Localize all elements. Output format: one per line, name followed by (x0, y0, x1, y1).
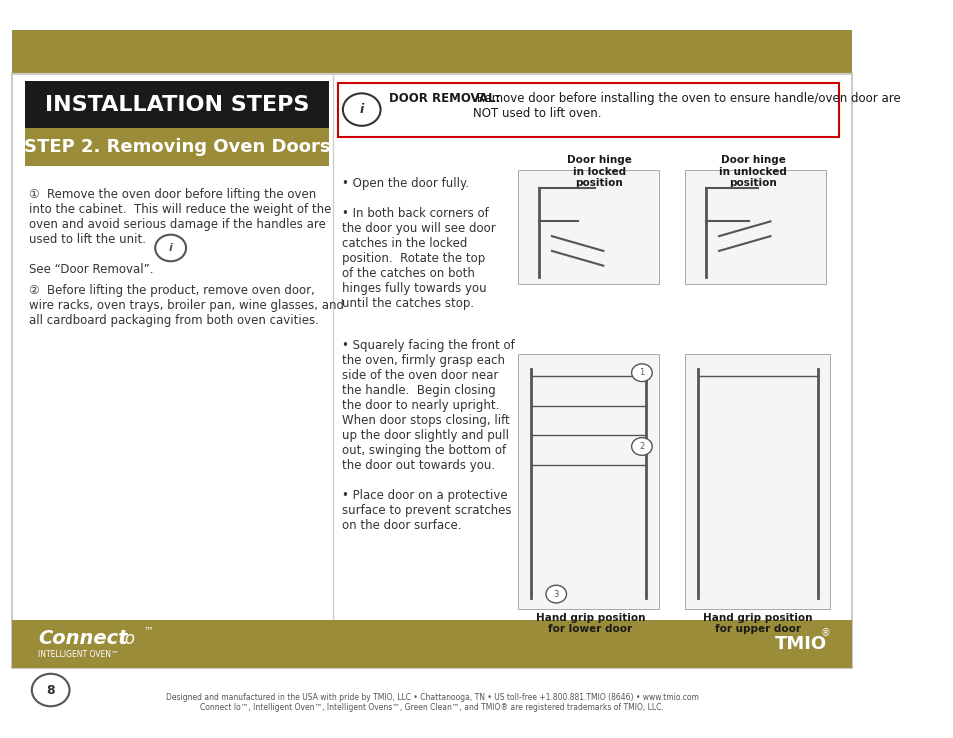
FancyBboxPatch shape (25, 81, 329, 129)
Text: Designed and manufactured in the USA with pride by TMIO, LLC • Chattanooga, TN •: Designed and manufactured in the USA wit… (166, 693, 698, 712)
Text: 1: 1 (639, 368, 644, 377)
Text: Hand grip position
for upper door: Hand grip position for upper door (702, 613, 812, 634)
FancyBboxPatch shape (12, 30, 851, 81)
FancyBboxPatch shape (517, 354, 659, 609)
Text: • Squarely facing the front of
the oven, firmly grasp each
side of the oven door: • Squarely facing the front of the oven,… (341, 339, 515, 533)
Text: ②  Before lifting the product, remove oven door,
wire racks, oven trays, broiler: ② Before lifting the product, remove ove… (30, 284, 344, 327)
Circle shape (342, 94, 380, 126)
Text: INSTALLATION STEPS: INSTALLATION STEPS (45, 95, 309, 115)
FancyBboxPatch shape (12, 74, 851, 668)
Text: 3: 3 (553, 590, 558, 599)
Text: DOOR REMOVAL:: DOOR REMOVAL: (389, 92, 500, 105)
Text: Remove door before installing the oven to ensure handle/oven door are
NOT used t: Remove door before installing the oven t… (473, 92, 900, 120)
Text: Door hinge
in locked
position: Door hinge in locked position (566, 155, 631, 188)
Circle shape (631, 438, 652, 455)
Text: 2: 2 (639, 442, 644, 451)
Circle shape (155, 235, 186, 261)
Text: Door hinge
in unlocked
position: Door hinge in unlocked position (719, 155, 786, 188)
FancyBboxPatch shape (25, 128, 329, 166)
FancyBboxPatch shape (684, 354, 829, 609)
Text: i: i (169, 243, 172, 253)
Text: • Open the door fully.

• In both back corners of
the door you will see door
cat: • Open the door fully. • In both back co… (341, 177, 496, 310)
Circle shape (631, 364, 652, 382)
Text: ®: ® (820, 628, 829, 638)
Text: STEP 2. Removing Oven Doors: STEP 2. Removing Oven Doors (24, 138, 330, 156)
FancyBboxPatch shape (517, 170, 659, 284)
Text: ①  Remove the oven door before lifting the oven
into the cabinet.  This will red: ① Remove the oven door before lifting th… (30, 188, 332, 276)
Text: i: i (359, 103, 363, 116)
Text: Hand grip position
for lower door: Hand grip position for lower door (536, 613, 644, 634)
Text: INTELLIGENT OVEN™: INTELLIGENT OVEN™ (38, 650, 118, 660)
Circle shape (31, 674, 70, 706)
Text: TMIO: TMIO (774, 635, 825, 653)
FancyBboxPatch shape (337, 83, 838, 137)
FancyBboxPatch shape (684, 170, 825, 284)
Text: Io: Io (121, 630, 135, 649)
Text: Connect: Connect (38, 629, 127, 647)
Circle shape (545, 585, 566, 603)
FancyBboxPatch shape (12, 620, 851, 668)
Text: 8: 8 (47, 683, 55, 697)
Text: ™: ™ (143, 626, 152, 635)
